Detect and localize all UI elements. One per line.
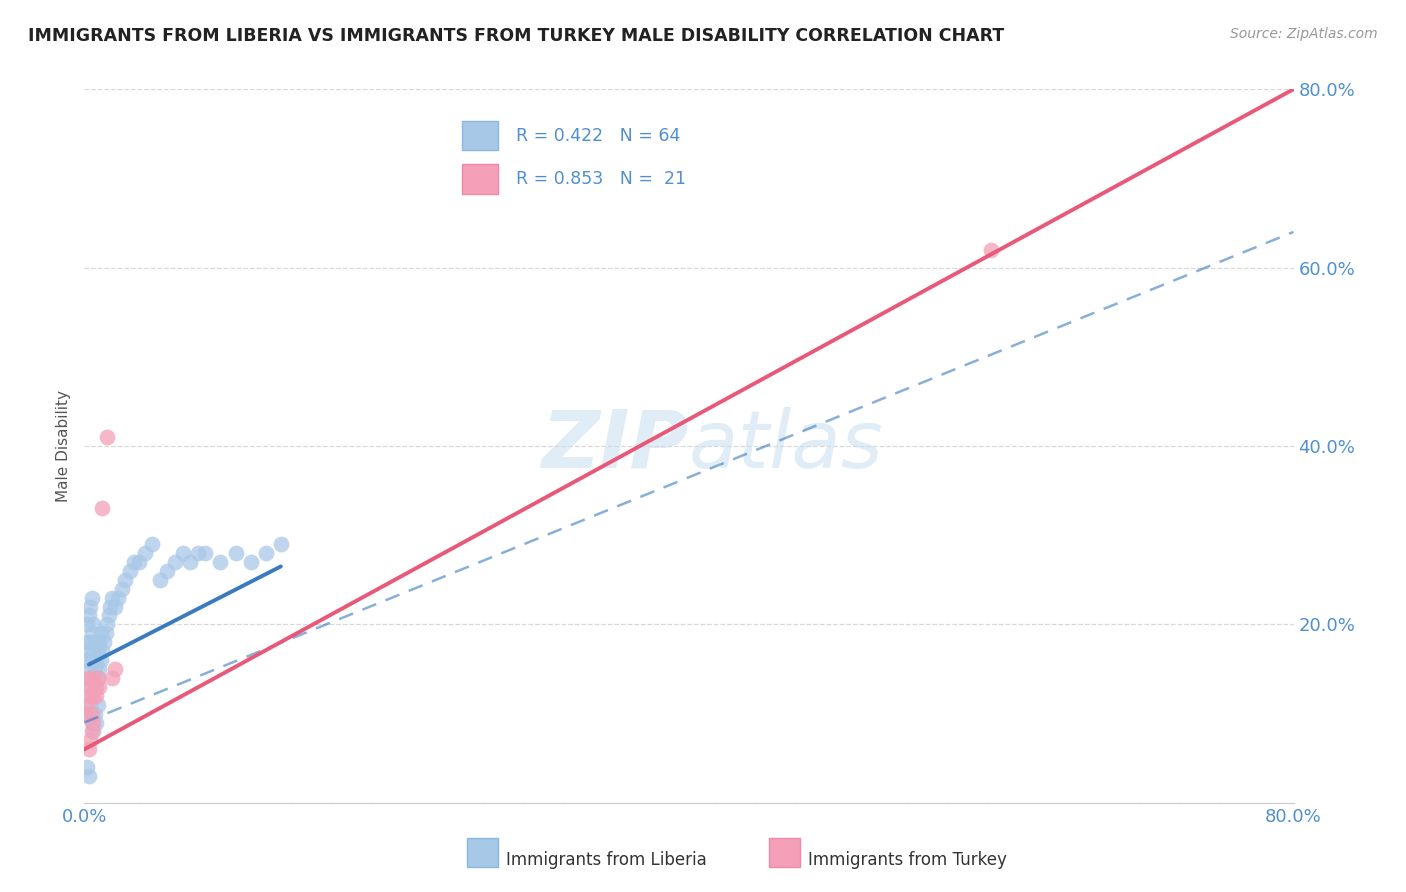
Point — [111, 582, 134, 596]
Point — [172, 546, 194, 560]
Point — [82, 644, 104, 658]
Point — [80, 671, 103, 685]
Point — [87, 698, 110, 712]
Point — [239, 555, 262, 569]
Point — [77, 706, 100, 721]
Point — [270, 537, 292, 551]
Point — [128, 555, 150, 569]
Point — [79, 635, 101, 649]
Point — [209, 555, 232, 569]
Point — [76, 617, 98, 632]
Point — [100, 591, 122, 605]
Point — [75, 706, 97, 721]
Point — [76, 635, 98, 649]
Point — [86, 653, 108, 667]
Point — [87, 671, 110, 685]
Point — [80, 715, 103, 730]
Point — [980, 243, 1002, 257]
Point — [79, 733, 101, 747]
Point — [82, 617, 104, 632]
Point — [77, 769, 100, 783]
Point — [77, 689, 100, 703]
Point — [94, 626, 117, 640]
Point — [149, 573, 172, 587]
Point — [93, 635, 115, 649]
Point — [77, 671, 100, 685]
Point — [79, 599, 101, 614]
Point — [80, 626, 103, 640]
Text: IMMIGRANTS FROM LIBERIA VS IMMIGRANTS FROM TURKEY MALE DISABILITY CORRELATION CH: IMMIGRANTS FROM LIBERIA VS IMMIGRANTS FR… — [28, 27, 1004, 45]
Point — [76, 760, 98, 774]
Point — [104, 599, 127, 614]
Point — [141, 537, 163, 551]
Point — [96, 617, 118, 632]
Point — [90, 626, 112, 640]
Point — [82, 715, 104, 730]
Point — [187, 546, 209, 560]
Point — [77, 742, 100, 756]
Point — [179, 555, 201, 569]
Point — [114, 573, 136, 587]
Point — [134, 546, 156, 560]
Point — [98, 599, 121, 614]
Text: Source: ZipAtlas.com: Source: ZipAtlas.com — [1230, 27, 1378, 41]
Point — [156, 564, 179, 578]
Point — [122, 555, 145, 569]
Text: Immigrants from Liberia: Immigrants from Liberia — [506, 851, 707, 869]
Point — [97, 608, 120, 623]
Point — [80, 591, 103, 605]
Point — [80, 724, 103, 739]
Point — [89, 635, 111, 649]
Point — [91, 501, 114, 516]
Point — [84, 706, 107, 721]
Point — [79, 680, 101, 694]
Point — [84, 635, 107, 649]
Point — [77, 608, 100, 623]
Point — [90, 653, 112, 667]
Point — [118, 564, 141, 578]
Point — [75, 653, 97, 667]
Point — [194, 546, 217, 560]
Text: atlas: atlas — [689, 407, 884, 485]
Point — [76, 698, 98, 712]
Point — [84, 662, 107, 676]
Point — [96, 430, 118, 444]
Point — [104, 662, 127, 676]
Point — [82, 671, 104, 685]
Point — [80, 689, 103, 703]
Point — [100, 671, 122, 685]
Point — [89, 680, 111, 694]
Point — [107, 591, 129, 605]
Text: Immigrants from Turkey: Immigrants from Turkey — [808, 851, 1007, 869]
Text: ZIP: ZIP — [541, 407, 689, 485]
Y-axis label: Male Disability: Male Disability — [56, 390, 72, 502]
Point — [225, 546, 247, 560]
Point — [77, 671, 100, 685]
Point — [79, 698, 101, 712]
Point — [86, 689, 108, 703]
Point — [86, 715, 108, 730]
Point — [80, 653, 103, 667]
Point — [80, 706, 103, 721]
Point — [165, 555, 187, 569]
Point — [86, 680, 108, 694]
Point — [82, 724, 104, 739]
Point — [91, 644, 114, 658]
Point — [82, 689, 104, 703]
Point — [87, 671, 110, 685]
Point — [89, 662, 111, 676]
Point — [79, 662, 101, 676]
Point — [254, 546, 277, 560]
Point — [79, 680, 101, 694]
Point — [87, 644, 110, 658]
Point — [84, 680, 107, 694]
Point — [77, 644, 100, 658]
